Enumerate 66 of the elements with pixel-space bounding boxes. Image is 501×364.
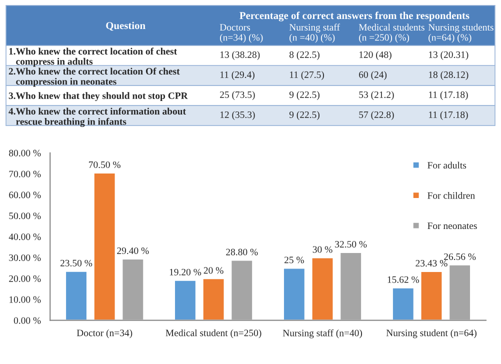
y-tick-label: 80.00 % — [9, 150, 41, 156]
category-label: 3.Who knew that they should not stop CPR — [8, 92, 188, 102]
text: 120 (48) — [359, 51, 392, 60]
y-tick-label: 70.00 % — [9, 170, 41, 178]
text: 11 (27.5) — [290, 71, 324, 80]
bar — [92, 172, 116, 320]
category-label: 2.Who knew the correct location Of chest compression in neonates — [8, 68, 180, 87]
data-label: 20 % — [204, 267, 224, 274]
data-label: 19.20 % — [170, 268, 202, 276]
bar — [420, 270, 444, 320]
bar — [310, 256, 334, 320]
bar — [174, 279, 197, 320]
data-label: 70.50 % — [89, 161, 120, 168]
data-label: 32.50 % — [335, 240, 367, 248]
data-label: 23.43 % — [416, 260, 448, 267]
category-label: 4.Who knew the correct information about rescue breathing in infants — [8, 108, 186, 127]
bar — [64, 270, 88, 320]
y-tick-label: 60.00 % — [9, 192, 41, 198]
data-label: 28.80 % — [226, 248, 258, 256]
text: 25 (73.5) — [220, 91, 255, 100]
text: 12 (35.3) — [220, 111, 255, 120]
bar — [230, 259, 254, 320]
data-label: 29.40 % — [117, 247, 149, 254]
legend-label: For adults — [428, 162, 466, 169]
text: 60 (24) — [359, 71, 387, 80]
y-tick-label: 40.00 % — [8, 234, 41, 240]
bar — [448, 264, 472, 320]
text: 9 (22.5) — [289, 111, 320, 120]
bar — [392, 286, 415, 320]
category-label: Nursing students (n=64) (%) — [428, 24, 494, 43]
y-tick-label: 50.00 % — [9, 212, 41, 220]
data-label: 30 % — [312, 246, 332, 253]
y-tick-label: 30.00 % — [9, 254, 41, 262]
text: 13 (38.28) — [220, 51, 260, 60]
y-tick-label: 20.00 % — [9, 275, 41, 282]
text: 11 (17.18) — [428, 111, 468, 120]
category-label: Doctors (n=34) (%) — [220, 24, 263, 43]
legend-label: For children — [428, 192, 475, 199]
text: Question — [106, 22, 146, 31]
bar — [282, 267, 306, 320]
bar — [121, 258, 145, 320]
text: 9 (22.5) — [289, 91, 320, 100]
y-tick-label: 10.00 % — [10, 296, 41, 303]
x-tick-label: Doctor (n=34) — [76, 329, 132, 338]
legend-label: For neonates — [428, 222, 477, 230]
data-label: 26.56 % — [444, 253, 476, 260]
text: 11 (17.18) — [428, 91, 468, 100]
text: 13 (20.31) — [428, 51, 468, 60]
category-label: 1.Who knew the correct location of chest compress in adults — [9, 48, 178, 67]
data-label: 15.62 % — [388, 276, 420, 283]
text: 57 (22.8) — [359, 111, 394, 120]
bar — [202, 278, 226, 320]
text: Percentage of correct answers from the respondents — [240, 12, 470, 22]
text: 18 (28.12) — [428, 71, 468, 80]
x-tick-label: Nursing student (n=64) — [386, 329, 476, 338]
x-tick-label: Medical student (n=250) — [166, 329, 262, 338]
data-label: 25 % — [284, 256, 304, 264]
data-label: 23.50 % — [60, 260, 92, 266]
y-tick-label: 0.00 % — [14, 317, 41, 324]
text: 53 (21.2) — [359, 91, 394, 100]
bar — [339, 252, 362, 320]
text: 11 (29.4) — [220, 71, 254, 80]
category-label: Nursing staff (n =40) (%) — [289, 24, 340, 43]
category-label: Medical students (n =250) (%) — [358, 24, 424, 43]
x-tick-label: Nursing staff (n=40) — [282, 329, 362, 338]
text: 8 (22.5) — [289, 51, 320, 60]
